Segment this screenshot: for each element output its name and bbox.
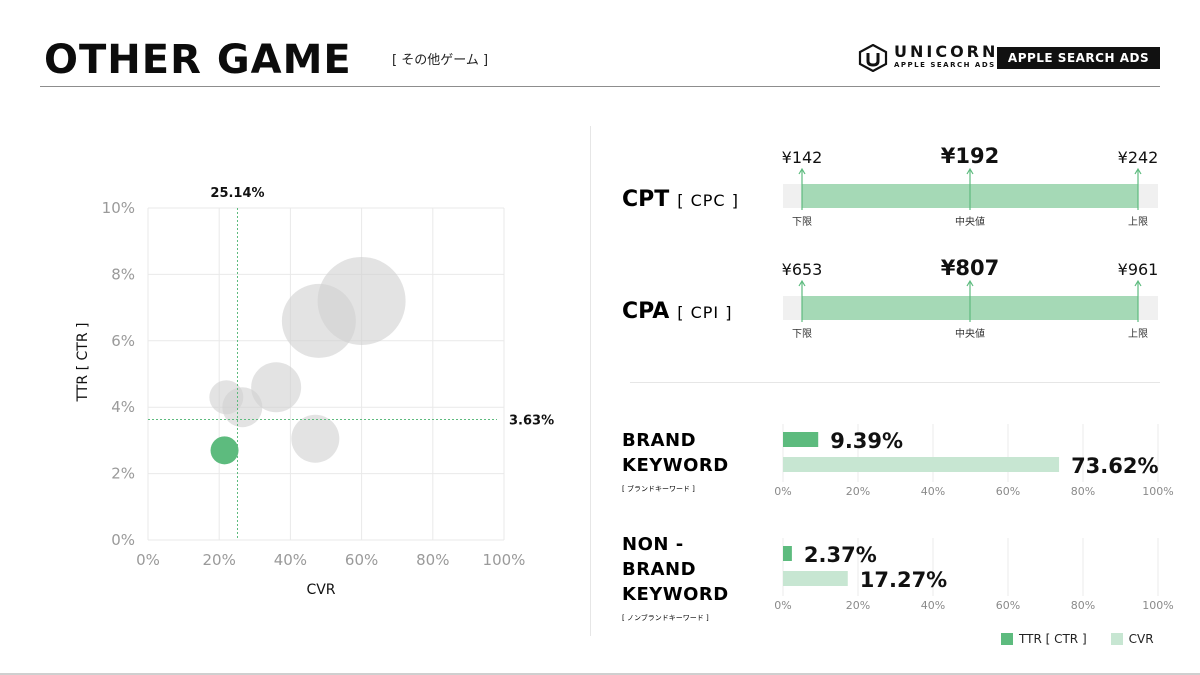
range-label-max: 上限 — [1128, 216, 1148, 228]
x-tick-label: 40% — [921, 599, 945, 612]
cpt-metric: CPT[ CPC ] ¥142 下限 ¥192 中央値 ¥242 上限 — [622, 144, 1158, 228]
bottom-rule — [0, 673, 1200, 675]
bubble — [209, 380, 244, 415]
nonbrand-keyword-label-line2: BRAND — [622, 559, 696, 580]
bubble-series — [209, 256, 406, 465]
cpa-range-chart: ¥653 下限 ¥807 中央値 ¥961 上限 — [782, 256, 1159, 340]
arrow-up-icon — [1134, 167, 1142, 175]
arrow-up-icon — [966, 279, 974, 287]
x-tick-label: 20% — [846, 599, 870, 612]
bubble-highlight — [210, 436, 239, 465]
range-value-min: ¥142 — [782, 148, 823, 167]
bar-cvr — [783, 571, 848, 586]
unicorn-shield-icon — [858, 43, 888, 73]
arrow-up-icon — [798, 167, 806, 175]
y-tick-label: 8% — [111, 265, 135, 283]
x-tick-label: 100% — [1142, 599, 1173, 612]
reference-x-label: 25.14% — [210, 186, 264, 201]
brand-name: UNICORN — [894, 42, 999, 61]
cpa-metric: CPA[ CPI ] ¥653 下限 ¥807 中央値 ¥961 上限 — [622, 256, 1158, 340]
y-tick-label: 4% — [111, 398, 135, 416]
y-tick-label: 6% — [111, 332, 135, 350]
brand-tagline: APPLE SEARCH ADS — [894, 61, 996, 69]
bar-ttr — [783, 432, 819, 447]
x-tick-label: 40% — [921, 485, 945, 498]
range-value-median: ¥807 — [941, 256, 999, 280]
bubble — [251, 362, 302, 413]
arrow-up-icon — [966, 167, 974, 175]
x-tick-label: 80% — [416, 551, 449, 569]
y-axis-label: TTR [ CTR ] — [75, 323, 91, 403]
bubble — [291, 414, 340, 463]
legend: TTR [ CTR ] CVR — [1001, 632, 1154, 646]
x-tick-label: 0% — [774, 485, 791, 498]
brand-keyword-metric: BRAND KEYWORD [ ブランドキーワード ] 0% 20% 40% 60% 8… — [622, 424, 1174, 498]
page-title: OTHER GAME — [44, 37, 352, 83]
x-tick-label: 60% — [996, 599, 1020, 612]
x-tick-label: 80% — [1071, 485, 1095, 498]
brand-keyword-bars: 0% 20% 40% 60% 80% 100% 9.39% 73.62% — [774, 424, 1174, 498]
x-tick-label: 60% — [996, 485, 1020, 498]
range-label-min: 下限 — [792, 328, 812, 340]
bar-value-label-cvr: 73.62% — [1071, 454, 1158, 478]
axis-ticks: 0% 20% 40% 60% 80% 100% 0% 2% 4% 6% 8% 10% — [102, 199, 526, 569]
reference-y-label: 3.63% — [509, 413, 554, 428]
cpa-label: CPA[ CPI ] — [622, 299, 732, 324]
x-tick-label: 0% — [774, 599, 791, 612]
brand-badge: APPLE SEARCH ADS — [997, 47, 1160, 69]
bar-ttr — [783, 546, 792, 561]
bubble-chart: 0% 20% 40% 60% 80% 100% 0% 2% 4% 6% 8% 10% 25.14% 3… — [75, 186, 554, 598]
nonbrand-keyword-note: [ ノンブランドキーワード ] — [622, 613, 709, 622]
x-tick-label: 100% — [1142, 485, 1173, 498]
chart-grid — [147, 207, 505, 541]
x-tick-label: 60% — [345, 551, 378, 569]
bar-value-label-ttr: 9.39% — [830, 429, 903, 453]
bar-value-label-ttr: 2.37% — [804, 543, 877, 567]
brand-keyword-label-line1: BRAND — [622, 430, 696, 451]
section-divider — [590, 126, 591, 636]
nonbrand-keyword-bars: 0% 20% 40% 60% 80% 100% 2.37%17.27% — [774, 538, 1174, 612]
section-divider — [630, 382, 1160, 383]
arrow-up-icon — [1134, 279, 1142, 287]
bar-value-label-cvr: 17.27% — [860, 568, 947, 592]
x-tick-label: 20% — [203, 551, 236, 569]
bar-cvr — [783, 457, 1060, 472]
header-rule — [40, 86, 1160, 87]
legend-label-ttr: TTR [ CTR ] — [1019, 632, 1087, 646]
x-tick-label: 80% — [1071, 599, 1095, 612]
legend-swatch-cvr — [1110, 633, 1123, 645]
range-label-max: 上限 — [1128, 328, 1148, 340]
range-value-median: ¥192 — [941, 144, 999, 168]
range-value-min: ¥653 — [782, 260, 823, 279]
y-tick-label: 10% — [102, 199, 135, 217]
cpt-range-chart: ¥142 下限 ¥192 中央値 ¥242 上限 — [782, 144, 1159, 228]
brand-keyword-label-line2: KEYWORD — [622, 455, 729, 476]
range-label-median: 中央値 — [955, 327, 985, 340]
reference-lines — [148, 208, 497, 540]
x-tick-label: 0% — [136, 551, 160, 569]
metrics-panel: CPT[ CPC ] ¥142 下限 ¥192 中央値 ¥242 上限 CPA[ CPI … — [622, 144, 1174, 622]
brand-keyword-note: [ ブランドキーワード ] — [622, 484, 695, 493]
arrow-up-icon — [798, 279, 806, 287]
page-subtitle: [ その他ゲーム ] — [392, 53, 489, 68]
brand-logo — [857, 43, 889, 76]
x-tick-label: 40% — [274, 551, 307, 569]
x-tick-label: 20% — [846, 485, 870, 498]
nonbrand-keyword-label-line1: NON - — [622, 534, 684, 555]
legend-label-cvr: CVR — [1128, 632, 1154, 646]
x-tick-label: 100% — [483, 551, 526, 569]
cpt-label: CPT[ CPC ] — [622, 187, 739, 212]
bubble — [281, 283, 356, 358]
y-tick-label: 0% — [111, 531, 135, 549]
nonbrand-keyword-label-line3: KEYWORD — [622, 584, 729, 605]
range-label-median: 中央値 — [955, 215, 985, 228]
legend-swatch-ttr — [1001, 633, 1013, 645]
range-value-max: ¥242 — [1118, 148, 1159, 167]
range-value-max: ¥961 — [1118, 260, 1159, 279]
x-axis-label: CVR — [306, 582, 335, 598]
nonbrand-keyword-metric: NON - BRAND KEYWORD [ ノンブランドキーワード ] 0% 20… — [622, 534, 1174, 622]
y-tick-label: 2% — [111, 465, 135, 483]
range-label-min: 下限 — [792, 216, 812, 228]
